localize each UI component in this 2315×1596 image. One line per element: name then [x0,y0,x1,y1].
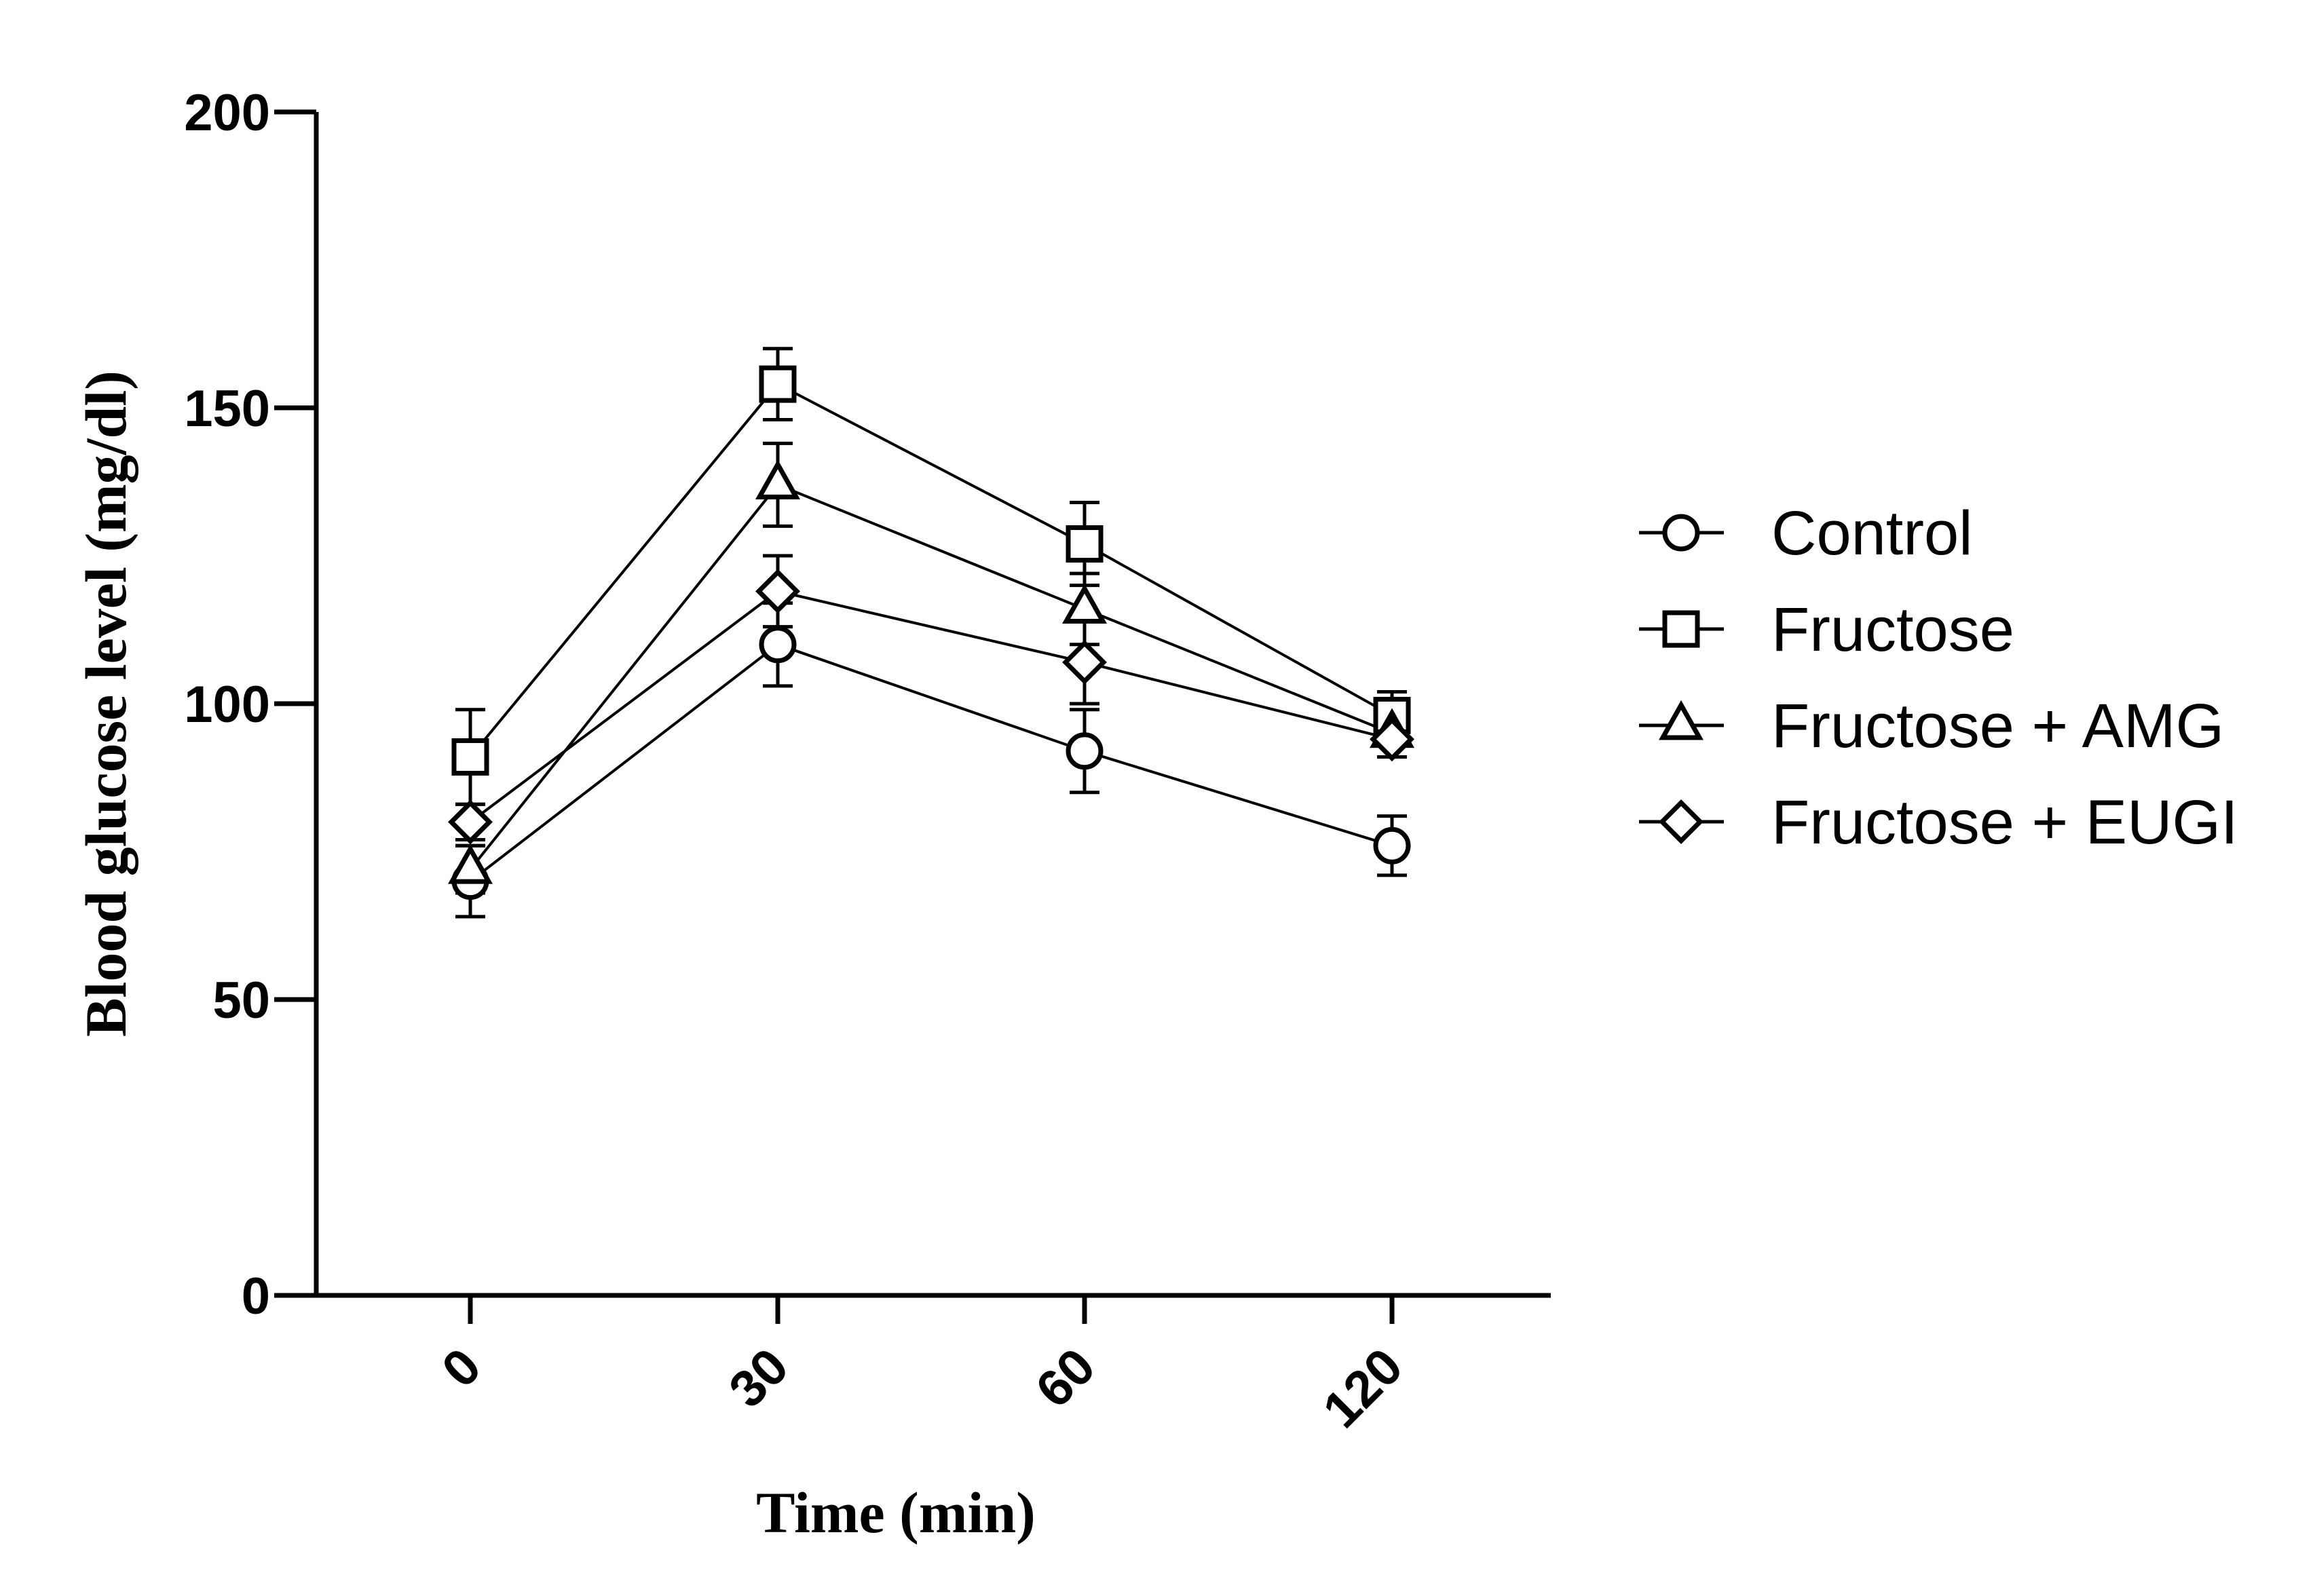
legend-marker-diamond [1659,799,1704,844]
data-point-circle [1373,826,1411,864]
legend-marker-triangle [1659,700,1704,740]
x-ticks: 0 30 60 120 [431,1295,1414,1439]
series-circle [455,601,1407,919]
y-tick-label: 50 [212,972,270,1029]
series-square [455,347,1407,806]
legend-label: Fructose + AMG [1771,691,2224,761]
legend-marker-circle [1662,514,1700,552]
data-point-diamond [755,569,800,614]
legend-label: Fructose [1771,595,2014,664]
x-tick-label: 0 [431,1337,492,1399]
data-point-triangle [1062,584,1107,624]
series-triangle [455,441,1407,895]
legend-item: Fructose + AMG [1639,691,2224,761]
plot-area [448,347,1414,919]
y-tick-label: 150 [184,380,270,438]
data-point-square [1066,525,1104,563]
legend-marker-square [1662,610,1700,648]
series-line [469,382,1393,758]
series-line [469,482,1393,871]
data-point-triangle [448,844,493,884]
y-axis-title: Blood glucose level (mg/dl) [73,370,138,1037]
data-point-circle [759,626,797,664]
x-axis-title: Time (min) [756,1480,1036,1545]
data-point-diamond [448,799,493,845]
legend-item: Fructose + EUGI [1639,788,2238,857]
legend-item: Control [1639,499,1973,568]
legend-label: Fructose + EUGI [1771,788,2238,857]
series-line [469,590,1393,823]
axes [314,112,1551,1298]
y-ticks: 0 50 100 150 200 [184,84,316,1325]
x-tick-label: 120 [1312,1337,1414,1439]
y-tick-label: 100 [184,676,270,734]
data-point-square [451,738,489,776]
data-point-square [759,365,797,403]
y-tick-label: 200 [184,84,270,142]
data-point-diamond [1062,640,1107,685]
x-tick-label: 60 [1025,1337,1106,1419]
series-line [469,643,1393,883]
legend: Control Fructose Fructose + AMG Fructose + … [1639,499,2238,857]
data-point-diamond [1370,717,1414,762]
legend-label: Control [1771,499,1973,568]
y-tick-label: 0 [242,1268,270,1325]
legend-item: Fructose [1639,595,2014,664]
data-point-triangle [755,459,800,499]
x-tick-label: 30 [718,1337,799,1419]
data-point-circle [1066,732,1104,770]
